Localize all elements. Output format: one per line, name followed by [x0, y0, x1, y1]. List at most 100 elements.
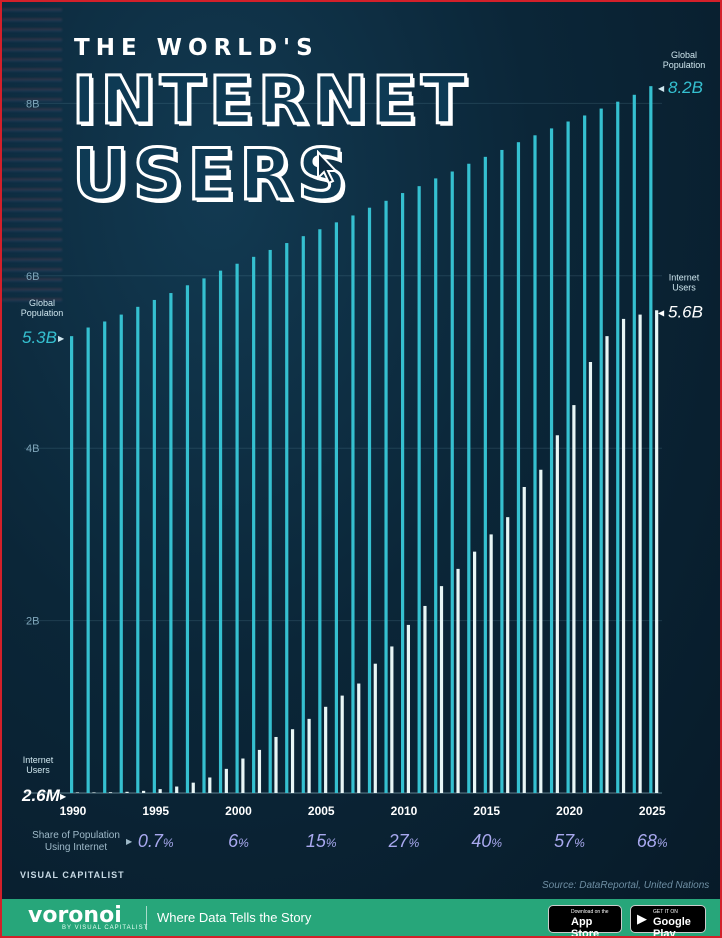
bar-global-population — [384, 200, 388, 793]
bar-global-population — [119, 314, 123, 793]
x-tick-label: 1990 — [60, 804, 87, 818]
bar-global-population — [103, 321, 107, 793]
y-tick-label: 4B — [26, 443, 39, 455]
bar-internet-users — [572, 405, 576, 793]
bar-internet-users — [588, 362, 593, 793]
bar-internet-users — [489, 534, 493, 793]
title-line1: THE WORLD'S — [74, 35, 319, 61]
bar-internet-users — [175, 786, 179, 793]
bar-global-population — [301, 236, 305, 793]
bar-global-population — [616, 101, 620, 793]
bar-internet-users — [340, 695, 344, 793]
global-end-label: Global — [671, 50, 697, 60]
bar-internet-users — [108, 792, 113, 793]
bar-global-population — [367, 207, 372, 793]
users-end-label: Users — [672, 282, 696, 292]
bar-internet-users — [257, 749, 262, 793]
bar-internet-users — [605, 336, 609, 793]
y-tick-label: 8B — [26, 98, 39, 110]
users-end-value: 5.6B — [668, 302, 703, 321]
x-tick-label: 1995 — [142, 804, 169, 818]
bar-internet-users — [324, 706, 328, 793]
bar-internet-users — [191, 782, 195, 793]
source-note: Source: DataReportal, United Nations — [542, 880, 710, 891]
bar-internet-users — [125, 791, 129, 793]
bar-internet-users — [75, 792, 79, 793]
bar-internet-users — [224, 768, 228, 793]
bar-internet-users — [655, 310, 659, 793]
bar-global-population — [434, 178, 438, 794]
bar-global-population — [649, 86, 653, 793]
bar-internet-users — [274, 736, 278, 793]
bar-internet-users — [423, 605, 427, 793]
arrow-left-icon: ◀ — [658, 84, 665, 93]
bar-global-population — [169, 293, 173, 793]
bar-internet-users — [506, 517, 510, 793]
bar-internet-users — [555, 435, 559, 793]
bar-global-population — [86, 327, 90, 793]
bar-global-population — [202, 278, 206, 793]
bar-internet-users — [158, 789, 162, 793]
title-line2: INTERNET — [70, 62, 471, 139]
x-tick-label: 2015 — [473, 804, 500, 818]
bar-global-population — [318, 229, 322, 793]
bar-internet-users — [456, 568, 460, 793]
x-tick-label: 2010 — [391, 804, 418, 818]
bar-internet-users — [142, 790, 146, 793]
users-start-value: 2.6M — [21, 786, 61, 805]
share-label: Using Internet — [45, 842, 107, 853]
share-value: 15% — [306, 831, 337, 851]
bar-internet-users — [638, 314, 642, 793]
bar-global-population — [268, 249, 272, 793]
arrow-right-icon: ▶ — [58, 334, 65, 343]
y-tick-label: 6B — [26, 271, 39, 283]
bar-internet-users — [539, 469, 543, 793]
share-label: Share of Population — [32, 830, 120, 841]
global-end-label: Population — [663, 60, 706, 70]
arrow-left-icon: ◀ — [658, 308, 665, 317]
users-start-label: Internet — [23, 755, 54, 765]
play-icon: ▶ — [637, 911, 647, 926]
bar-internet-users — [92, 792, 96, 793]
bar-global-population — [136, 306, 140, 793]
share-value: 0.7% — [138, 831, 174, 851]
appstore-big: App Store — [571, 916, 600, 938]
bar-global-population — [401, 193, 405, 794]
share-value: 40% — [471, 831, 502, 851]
share-value: 57% — [554, 831, 585, 851]
bar-global-population — [252, 256, 256, 793]
bar-global-population — [583, 115, 587, 793]
bar-global-population — [417, 186, 421, 794]
bar-internet-users — [357, 683, 361, 793]
share-value: 68% — [637, 831, 668, 851]
footer-bar: voronoi BY VISUAL CAPITALIST Where Data … — [2, 899, 720, 936]
bar-internet-users — [621, 318, 626, 793]
app-store-button[interactable]: Download on the App Store — [548, 905, 622, 936]
global-start-label: Global — [29, 298, 55, 308]
x-tick-label: 2005 — [308, 804, 335, 818]
bar-global-population — [218, 270, 223, 793]
bar-internet-users — [473, 551, 477, 793]
bar-internet-users — [290, 729, 295, 793]
bar-global-population — [483, 156, 487, 793]
bar-global-population — [599, 108, 603, 793]
x-tick-label: 2020 — [556, 804, 583, 818]
voronoi-sub: BY VISUAL CAPITALIST — [62, 925, 149, 931]
users-end-label: Internet — [669, 272, 700, 282]
bar-internet-users — [406, 624, 410, 793]
visual-capitalist-logo: VISUAL CAPITALIST — [20, 870, 125, 880]
googleplay-big: Google Play — [653, 916, 691, 938]
voronoi-logo[interactable]: voronoi — [28, 903, 122, 928]
bar-global-population — [566, 121, 570, 793]
bar-internet-users — [373, 663, 377, 793]
bar-global-population — [152, 299, 156, 793]
global-start-label: Population — [21, 308, 64, 318]
global-start-value: 5.3B — [22, 328, 57, 347]
mouse-cursor-icon — [317, 150, 339, 185]
google-play-button[interactable]: ▶ GET IT ON Google Play — [630, 905, 706, 936]
users-start-label: Users — [26, 765, 50, 775]
arrow-right-icon: ▶ — [126, 837, 133, 846]
bar-global-population — [70, 336, 74, 793]
global-end-value: 8.2B — [668, 78, 703, 97]
